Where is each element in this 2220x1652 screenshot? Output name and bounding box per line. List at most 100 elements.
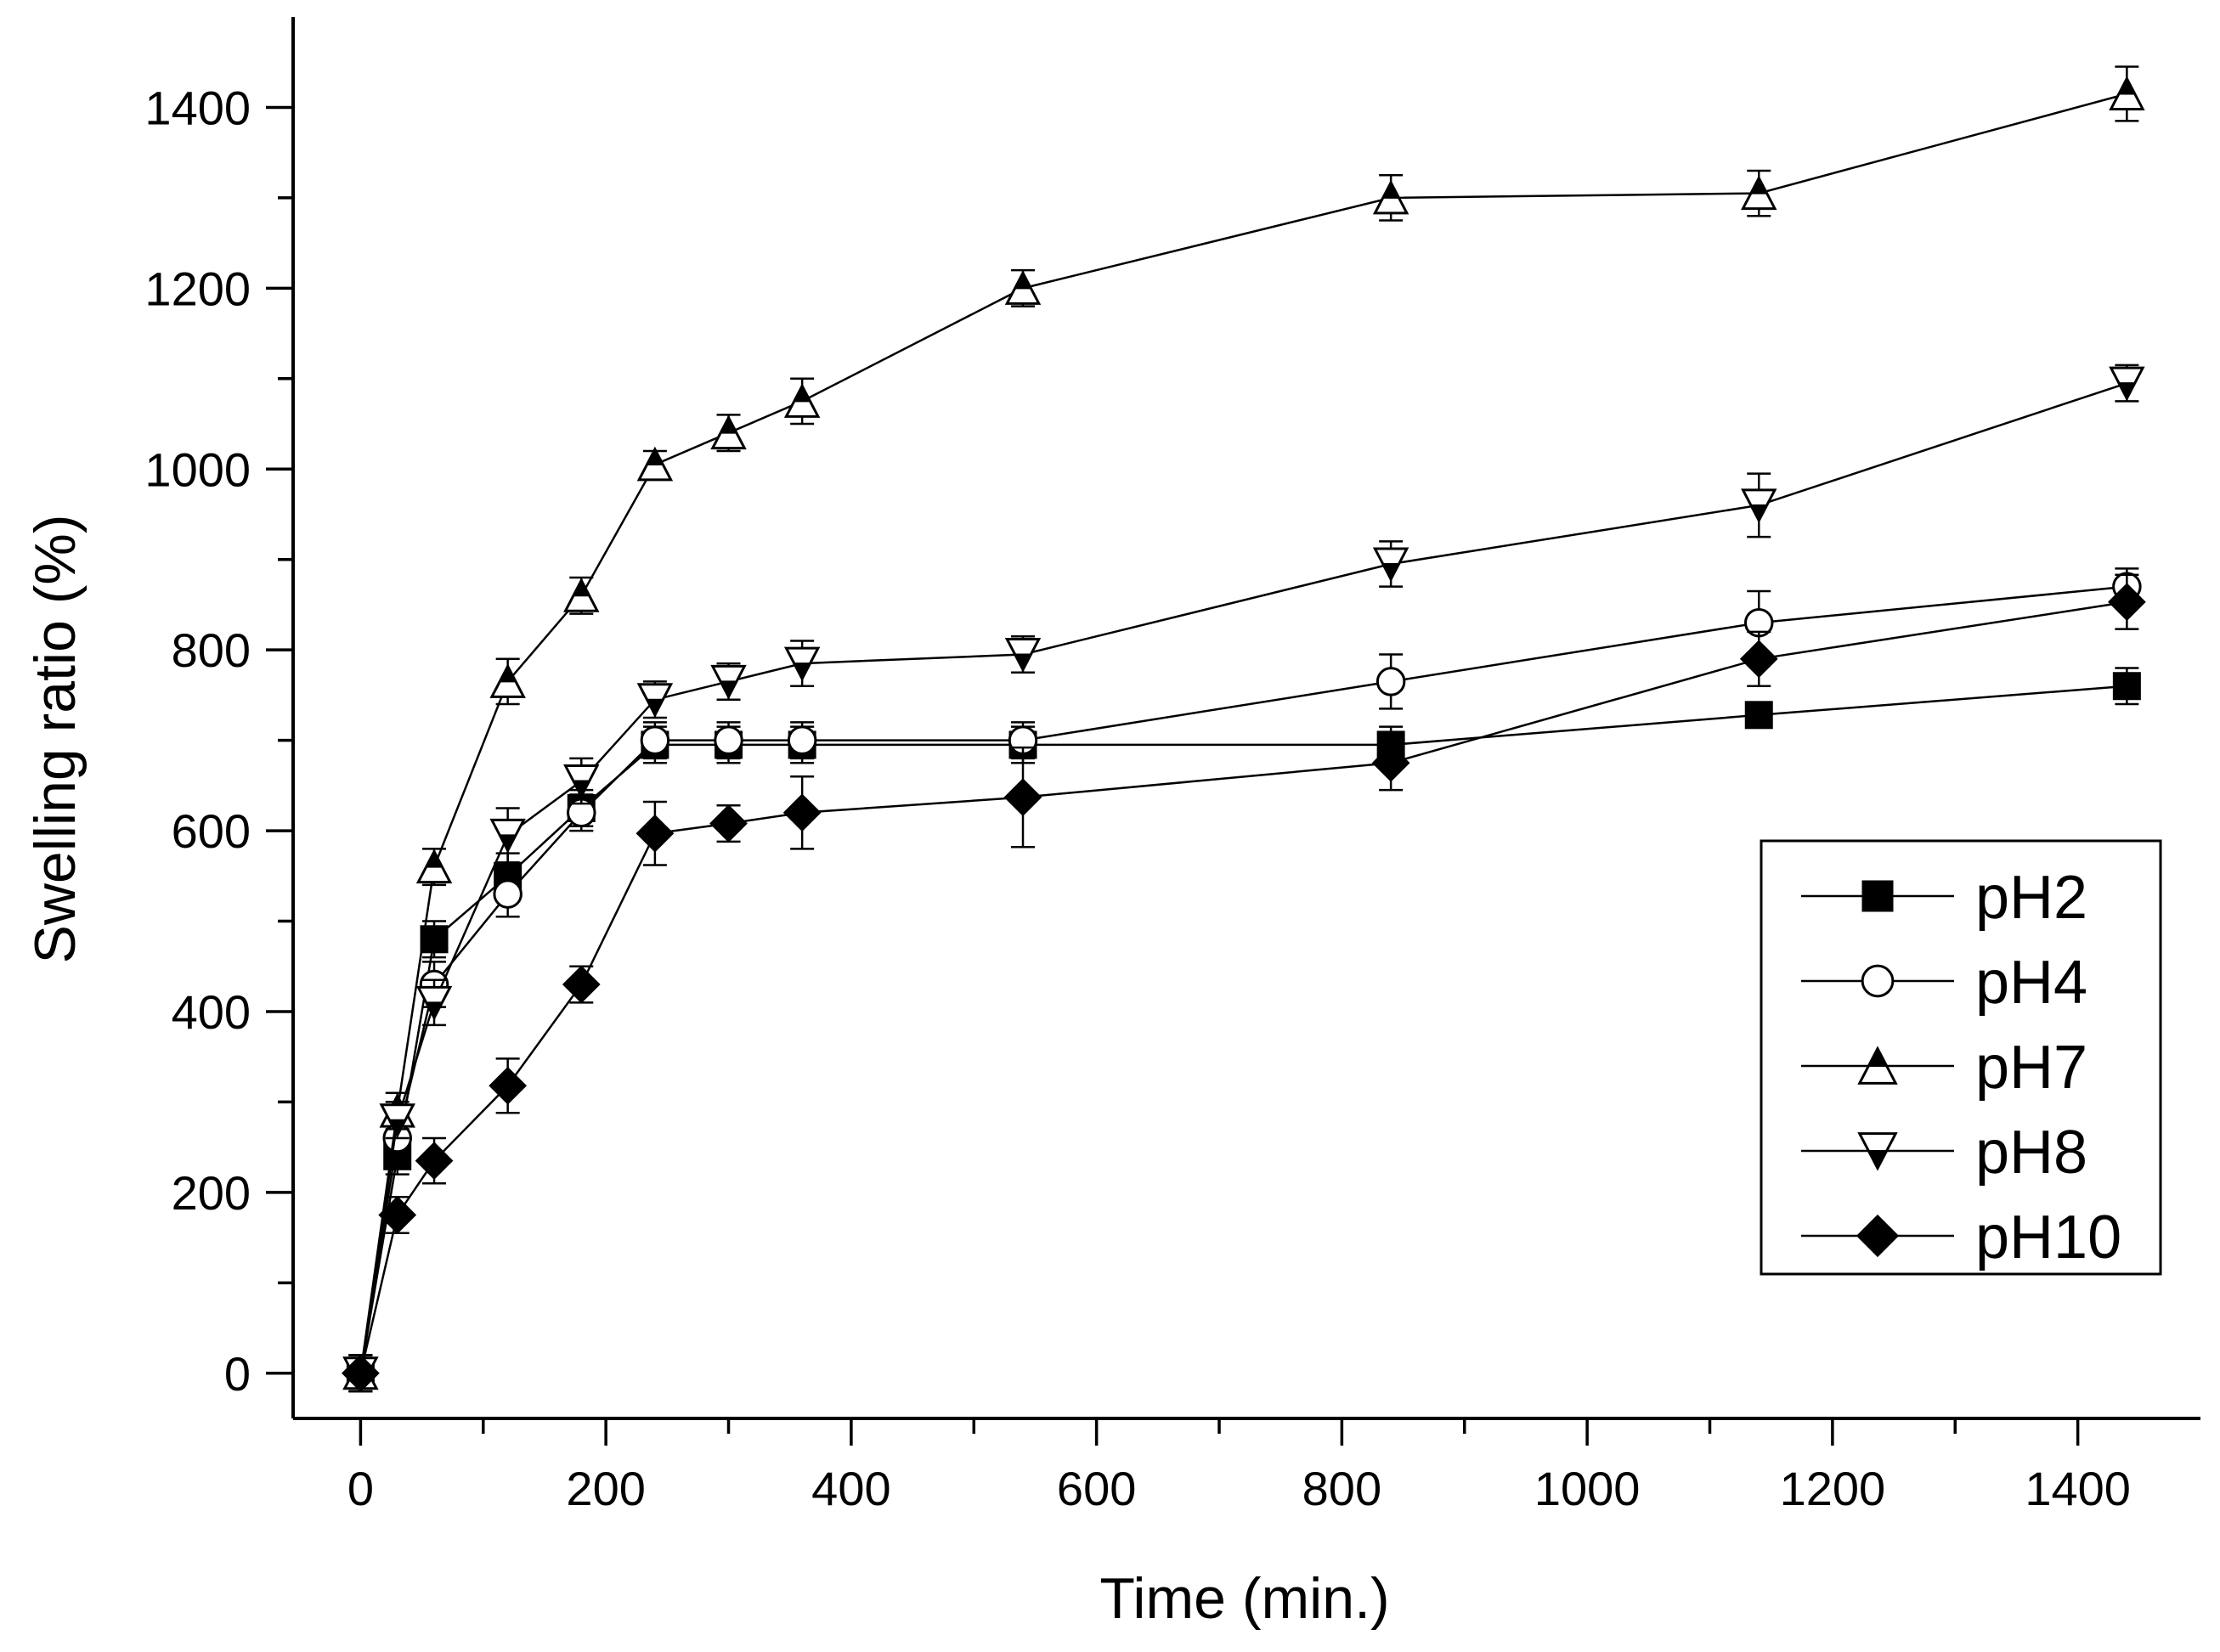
data-point xyxy=(636,446,674,482)
data-point xyxy=(1744,701,1773,730)
legend-item-pH10: pH10 xyxy=(1801,1204,2121,1271)
data-point xyxy=(1004,637,1042,673)
data-point xyxy=(563,578,600,612)
data-point xyxy=(2112,672,2141,701)
marker-shape xyxy=(493,879,523,909)
marker-fill xyxy=(1749,176,1769,195)
marker-fill xyxy=(719,415,738,434)
marker-fill xyxy=(645,698,664,717)
marker-fill xyxy=(1013,271,1033,290)
legend-label: pH2 xyxy=(1975,864,2087,932)
x-ticks: 0 200 400 600 800 1000 1200 1400 xyxy=(347,1418,2131,1515)
marker-fill xyxy=(793,662,812,681)
data-point xyxy=(415,1142,454,1180)
legend-marker xyxy=(1857,1046,1898,1085)
data-point xyxy=(493,879,523,909)
x-tick-label: 800 xyxy=(1302,1462,1381,1515)
x-tick-label: 1200 xyxy=(1780,1462,1886,1515)
data-point xyxy=(1004,270,1042,305)
data-point xyxy=(782,793,822,832)
data-point xyxy=(709,804,748,843)
data-point xyxy=(1741,175,1777,211)
marker-shape xyxy=(1856,1214,1900,1258)
marker-shape xyxy=(420,925,449,954)
data-point xyxy=(415,849,453,884)
legend-label: pH7 xyxy=(1975,1034,2087,1102)
marker-shape xyxy=(342,1354,380,1393)
series-line xyxy=(359,381,2127,1373)
plot-area xyxy=(291,17,2200,1420)
y-ticks: 0 200 400 600 800 1000 1200 1400 xyxy=(144,81,293,1401)
marker-shape xyxy=(1371,743,1410,782)
data-point xyxy=(1372,547,1409,583)
marker-shape xyxy=(714,725,743,755)
marker-shape xyxy=(1003,778,1042,817)
marker-shape xyxy=(1861,964,1895,998)
marker-shape xyxy=(489,1066,528,1105)
legend-box xyxy=(1760,839,2162,1276)
data-point xyxy=(489,663,526,698)
data-point xyxy=(787,725,817,755)
data-point xyxy=(640,725,670,755)
data-point xyxy=(2109,366,2145,402)
marker-fill xyxy=(498,664,517,683)
marker-shape xyxy=(378,1196,417,1234)
marker-fill xyxy=(498,834,517,853)
marker-shape xyxy=(782,793,822,832)
data-point xyxy=(714,725,743,755)
marker-fill xyxy=(793,384,812,403)
marker-fill xyxy=(2117,382,2137,401)
legend-label: pH8 xyxy=(1975,1119,2087,1187)
data-point xyxy=(2108,583,2146,622)
data-point xyxy=(379,1103,415,1138)
x-tick-label: 600 xyxy=(1057,1462,1136,1515)
data-point xyxy=(489,1066,528,1105)
legend-marker xyxy=(1861,880,1894,912)
series-layer xyxy=(342,65,2146,1393)
marker-shape xyxy=(640,725,670,755)
legend-item-pH4: pH4 xyxy=(1801,949,2087,1017)
legend-item-pH2: pH2 xyxy=(1801,864,2087,932)
series-line xyxy=(359,585,2127,1373)
marker-shape xyxy=(1739,640,1778,679)
data-point xyxy=(710,414,747,450)
data-point xyxy=(342,1354,380,1393)
marker-shape xyxy=(562,965,601,1004)
y-axis-title: Swelling ratio (%) xyxy=(23,514,88,963)
marker-shape xyxy=(709,804,748,843)
data-point xyxy=(636,683,674,718)
y-tick-label: 0 xyxy=(224,1347,251,1401)
data-point xyxy=(1741,488,1777,524)
marker-shape xyxy=(415,1142,454,1180)
marker-shape xyxy=(1375,667,1406,696)
legend-label: pH10 xyxy=(1975,1204,2121,1271)
y-tick-label: 1400 xyxy=(144,81,251,134)
marker-fill xyxy=(425,1001,444,1020)
x-axis-title: Time (min.) xyxy=(1099,1566,1389,1631)
x-tick-label: 1000 xyxy=(1534,1462,1641,1515)
y-tick-label: 600 xyxy=(172,804,251,858)
y-tick-label: 1200 xyxy=(144,262,251,315)
marker-fill xyxy=(425,849,444,868)
data-point xyxy=(635,814,675,853)
marker-fill xyxy=(2117,76,2137,95)
data-point xyxy=(489,818,526,854)
marker-fill xyxy=(1749,504,1769,523)
x-tick-label: 1400 xyxy=(2025,1462,2131,1515)
marker-fill xyxy=(645,447,664,465)
marker-fill xyxy=(1867,1046,1889,1067)
marker-shape xyxy=(2108,583,2146,622)
marker-fill xyxy=(1381,180,1401,199)
series-line xyxy=(359,93,2127,1373)
legend-marker xyxy=(1857,1132,1898,1171)
legend-item-pH8: pH8 xyxy=(1801,1119,2087,1187)
marker-shape xyxy=(1744,701,1773,730)
marker-shape xyxy=(787,725,817,755)
data-point xyxy=(1375,667,1406,696)
data-point xyxy=(1372,179,1409,215)
marker-fill xyxy=(719,680,738,699)
data-point xyxy=(562,965,601,1004)
legend-marker xyxy=(1861,964,1895,998)
data-point xyxy=(378,1196,417,1234)
